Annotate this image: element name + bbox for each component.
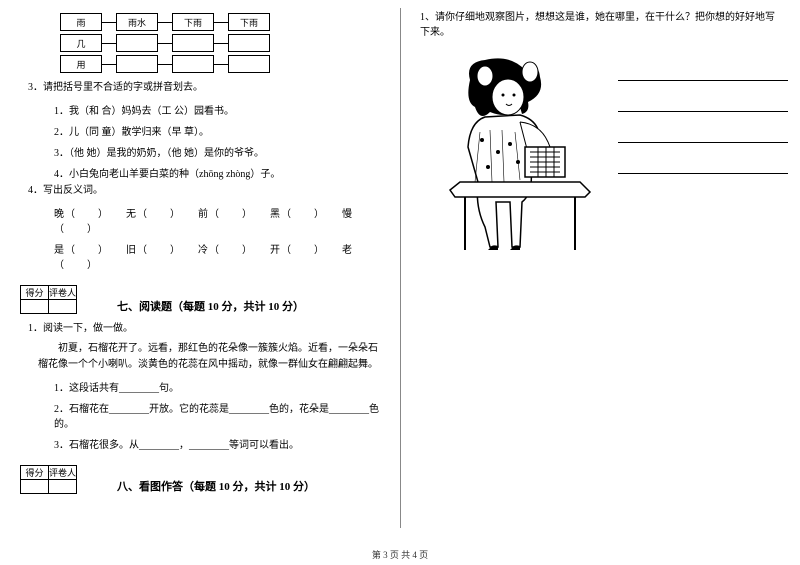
score-block-8: 得分评卷人 八、看图作答（每题 10 分，共计 10 分） bbox=[20, 465, 380, 494]
section-7-title: 七、阅读题（每题 10 分，共计 10 分） bbox=[117, 298, 304, 314]
s7-q1: 1．阅读一下，做一做。 bbox=[28, 321, 380, 337]
q4-line: 是（ ） 旧（ ） 冷（ ） 开（ ） 老（ ） bbox=[54, 241, 380, 271]
score-cell bbox=[49, 300, 77, 314]
chain-row-2: 几 bbox=[60, 34, 380, 52]
s7-passage: 初夏，石榴花开了。远看，那红色的花朵像一簇簇火焰。近看，一朵朵石榴花像一个个小喇… bbox=[38, 341, 380, 373]
score-label: 评卷人 bbox=[49, 466, 77, 480]
writing-line bbox=[618, 80, 788, 81]
writing-line bbox=[618, 173, 788, 174]
chain-box: 几 bbox=[60, 34, 102, 52]
score-label: 得分 bbox=[21, 466, 49, 480]
score-table: 得分评卷人 bbox=[20, 465, 77, 494]
chain-row-3: 用 bbox=[60, 55, 380, 73]
score-cell bbox=[49, 480, 77, 494]
q4-line: 晚（ ） 无（ ） 前（ ） 黑（ ） 慢（ ） bbox=[54, 205, 380, 235]
right-prompt: 1、请你仔细地观察图片，想想这是谁，她在哪里，在干什么？把你想的好好地写下来。 bbox=[420, 10, 780, 40]
q3-item: 3．（他 她）是我的奶奶，（他 她）是你的爷爷。 bbox=[54, 144, 380, 159]
score-block-7: 得分评卷人 七、阅读题（每题 10 分，共计 10 分） bbox=[20, 285, 380, 314]
chain-box-empty bbox=[228, 55, 270, 73]
chain-row-1: 雨 雨水 下雨 下雨 bbox=[60, 13, 380, 31]
score-label: 评卷人 bbox=[49, 286, 77, 300]
q3-item: 4．小白兔向老山羊要白菜的种（zhōng zhòng）子。 bbox=[54, 165, 380, 180]
chain-box-empty bbox=[116, 34, 158, 52]
writing-line bbox=[618, 142, 788, 143]
chain-box: 用 bbox=[60, 55, 102, 73]
s7-item: 1．这段话共有________句。 bbox=[54, 379, 380, 394]
score-cell bbox=[21, 300, 49, 314]
q4-title: 4．写出反义词。 bbox=[28, 183, 380, 199]
s7-item: 3．石榴花很多。从________，________等词可以看出。 bbox=[54, 436, 380, 451]
chain-box: 下雨 bbox=[172, 13, 214, 31]
chain-box: 雨 bbox=[60, 13, 102, 31]
q3-title: 3．请把括号里不合适的字或拼音划去。 bbox=[28, 80, 380, 96]
score-cell bbox=[21, 480, 49, 494]
chain-box-empty bbox=[116, 55, 158, 73]
chain-box: 下雨 bbox=[228, 13, 270, 31]
writing-lines bbox=[618, 40, 788, 255]
score-table: 得分评卷人 bbox=[20, 285, 77, 314]
chain-box-empty bbox=[228, 34, 270, 52]
q3-item: 1．我（和 合）妈妈去（工 公）园看书。 bbox=[54, 102, 380, 117]
score-label: 得分 bbox=[21, 286, 49, 300]
section-8-title: 八、看图作答（每题 10 分，共计 10 分） bbox=[117, 478, 315, 494]
girl-writing-image bbox=[430, 52, 600, 255]
chain-box-empty bbox=[172, 55, 214, 73]
page-footer: 第 3 页 共 4 页 bbox=[0, 548, 800, 561]
column-divider bbox=[400, 8, 401, 528]
chain-box-empty bbox=[172, 34, 214, 52]
chain-box: 雨水 bbox=[116, 13, 158, 31]
s7-item: 2．石榴花在________开放。它的花蕊是________色的，花朵是____… bbox=[54, 400, 380, 430]
writing-line bbox=[618, 111, 788, 112]
q3-item: 2．儿（同 童）散学归来（早 草）。 bbox=[54, 123, 380, 138]
